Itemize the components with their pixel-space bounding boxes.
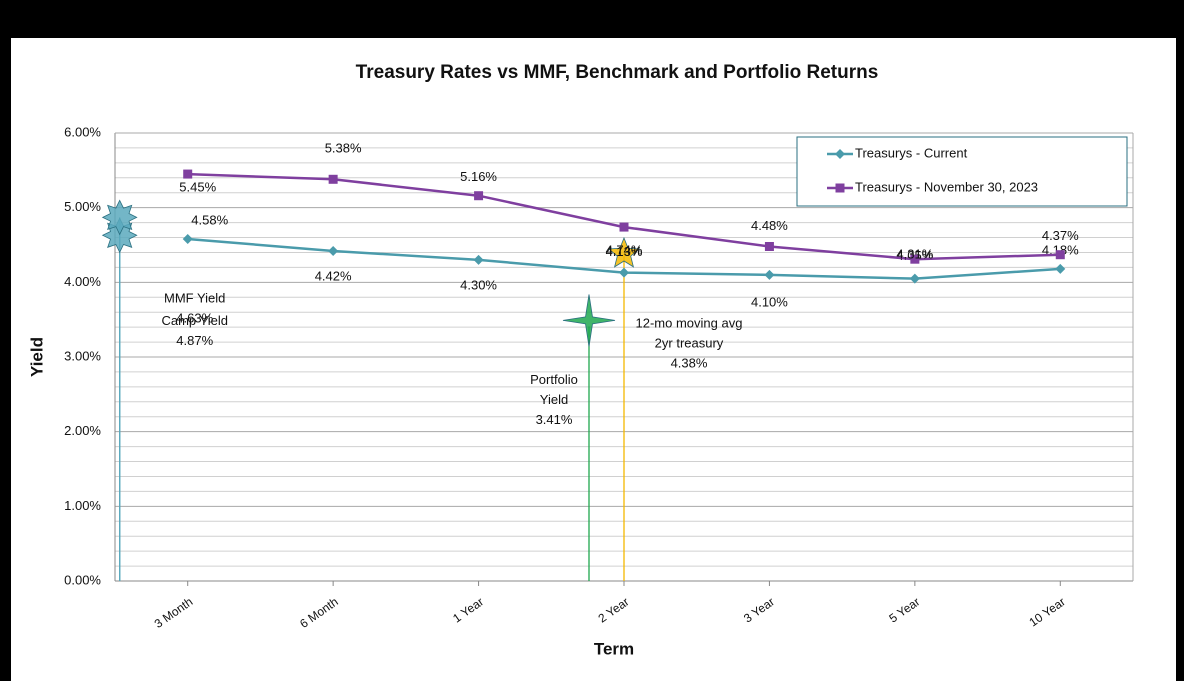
legend-label: Treasurys - Current [855,145,968,160]
y-tick-label: 6.00% [64,124,101,139]
legend-marker [835,149,845,159]
marker-label: Portfolio [530,372,578,387]
point-marker [328,174,338,184]
data-label: 5.45% [179,180,216,195]
data-label: 4.30% [460,277,497,292]
data-label: 5.38% [325,141,362,156]
y-tick-label: 5.00% [64,199,101,214]
y-tick-label: 0.00% [64,572,101,587]
legend-label: Treasurys - November 30, 2023 [855,179,1038,194]
y-tick-label: 1.00% [64,498,101,513]
marker-value-label: 4.87% [176,333,213,348]
point-marker [619,267,629,278]
point-marker [764,269,775,280]
marker-value-label: 3.41% [536,412,573,427]
data-label: 4.10% [751,294,788,309]
point-marker [473,254,484,265]
point-marker [909,273,920,284]
data-label: 4.58% [191,212,228,227]
data-label: 4.37% [1042,228,1079,243]
data-label: 4.13% [606,244,643,259]
legend-marker [835,183,845,193]
point-marker [182,234,193,245]
marker-label: 2yr treasury [655,335,724,350]
point-marker [474,191,484,201]
point-marker [183,169,193,179]
data-label: 4.31% [896,247,933,262]
point-marker [1055,263,1066,274]
y-tick-label: 2.00% [64,423,101,438]
marker-label: Camp Yield [161,313,227,328]
marker-label: 12-mo moving avg [636,315,743,330]
chart-title: Treasury Rates vs MMF, Benchmark and Por… [356,62,879,83]
point-marker [910,254,920,264]
data-label: 4.74% [606,243,643,258]
point-marker [764,241,774,251]
benchmark-marker [607,236,641,268]
marker-label: Yield [540,392,568,407]
data-label: 4.42% [315,268,352,283]
data-label: 4.48% [751,218,788,233]
benchmark-marker [101,199,138,236]
marker-value-label: 4.63% [176,311,213,326]
marker-label: MMF Yield [164,291,225,306]
benchmark-marker [562,294,616,347]
point-marker [619,222,629,232]
legend-box [796,136,1128,207]
data-label: 5.16% [460,169,497,184]
y-tick-label: 3.00% [64,348,101,363]
background [11,38,1176,681]
data-label: 4.18% [1042,242,1079,257]
y-tick-label: 4.00% [64,274,101,289]
marker-value-label: 4.38% [671,355,708,370]
point-marker [328,245,339,256]
point-marker [1055,250,1065,260]
x-axis-label: Term [594,639,634,658]
y-axis-label: Yield [27,337,46,377]
